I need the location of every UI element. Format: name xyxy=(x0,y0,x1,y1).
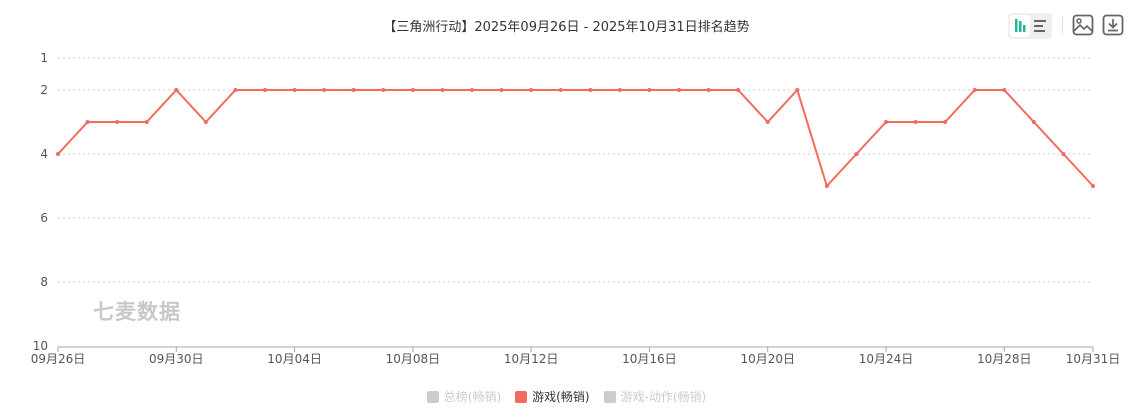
legend-label: 游戏-动作(畅销) xyxy=(620,390,707,404)
data-point xyxy=(824,184,829,188)
bar-chart-icon[interactable] xyxy=(1015,19,1026,32)
data-point xyxy=(677,88,681,92)
data-point xyxy=(529,88,534,92)
x-tick-label: 09月30日 xyxy=(149,352,204,366)
data-point xyxy=(381,88,386,92)
data-point xyxy=(558,88,563,92)
data-point xyxy=(765,120,770,124)
toolbar-divider xyxy=(1062,17,1063,35)
chart-title: 【三角洲行动】2025年09月26日 - 2025年10月31日排名趋势 xyxy=(383,20,750,35)
data-point xyxy=(943,120,948,124)
x-tick-label: 09月26日 xyxy=(31,352,86,366)
legend-label: 游戏(畅销) xyxy=(532,390,590,404)
data-point xyxy=(647,88,652,92)
x-tick-label: 10月31日 xyxy=(1066,352,1121,366)
data-point xyxy=(499,88,504,92)
data-point xyxy=(174,88,179,92)
x-tick-label: 10月04日 xyxy=(267,352,322,366)
y-tick-label: 6 xyxy=(40,211,48,225)
data-point xyxy=(972,88,977,92)
legend-swatch xyxy=(515,390,528,403)
data-point xyxy=(588,88,593,92)
x-tick-label: 10月08日 xyxy=(386,352,441,366)
legend: 总榜(畅销) 游戏(畅销) 游戏-动作(畅销) xyxy=(0,388,1133,405)
legend-swatch xyxy=(603,390,616,403)
data-point xyxy=(233,88,238,92)
legend-item-games[interactable]: 游戏(畅销) xyxy=(515,388,590,405)
chart-type-toggle[interactable] xyxy=(1008,13,1052,39)
data-point xyxy=(1031,120,1036,124)
data-point xyxy=(736,88,741,92)
x-tick-label: 10月12日 xyxy=(504,352,559,366)
data-point xyxy=(115,120,120,124)
y-tick-label: 4 xyxy=(40,147,48,161)
data-point xyxy=(1091,184,1095,188)
image-icon[interactable] xyxy=(1072,14,1094,36)
data-point xyxy=(56,152,60,156)
data-point xyxy=(203,120,208,124)
data-point xyxy=(263,88,267,92)
data-point xyxy=(470,88,474,92)
data-point xyxy=(440,88,445,92)
data-point xyxy=(854,152,859,156)
x-tick-label: 10月20日 xyxy=(740,352,795,366)
legend-item-overall[interactable]: 总榜(畅销) xyxy=(426,388,502,405)
data-point xyxy=(1061,152,1066,156)
legend-item-action[interactable]: 游戏-动作(畅销) xyxy=(603,388,707,405)
data-point xyxy=(617,88,622,92)
x-tick-label: 10月16日 xyxy=(622,352,677,366)
data-point xyxy=(884,120,888,124)
download-icon[interactable] xyxy=(1102,14,1124,36)
data-point xyxy=(292,88,297,92)
data-point xyxy=(1002,88,1007,92)
data-point xyxy=(322,88,327,92)
list-icon[interactable] xyxy=(1034,20,1046,32)
y-tick-label: 10 xyxy=(33,339,48,353)
data-point xyxy=(706,88,711,92)
data-point xyxy=(85,120,90,124)
y-tick-label: 2 xyxy=(40,83,48,97)
legend-label: 总榜(畅销) xyxy=(443,390,502,404)
data-point xyxy=(913,120,918,124)
data-point xyxy=(410,88,415,92)
watermark: 七麦数据 xyxy=(93,300,181,324)
x-tick-label: 10月28日 xyxy=(977,352,1032,366)
y-tick-label: 8 xyxy=(40,275,48,289)
legend-swatch xyxy=(426,390,439,403)
x-tick-label: 10月24日 xyxy=(859,352,914,366)
series-line xyxy=(57,88,1094,188)
data-point xyxy=(144,120,149,124)
data-point xyxy=(351,88,356,92)
data-point xyxy=(795,88,800,92)
y-tick-label: 1 xyxy=(40,51,48,65)
